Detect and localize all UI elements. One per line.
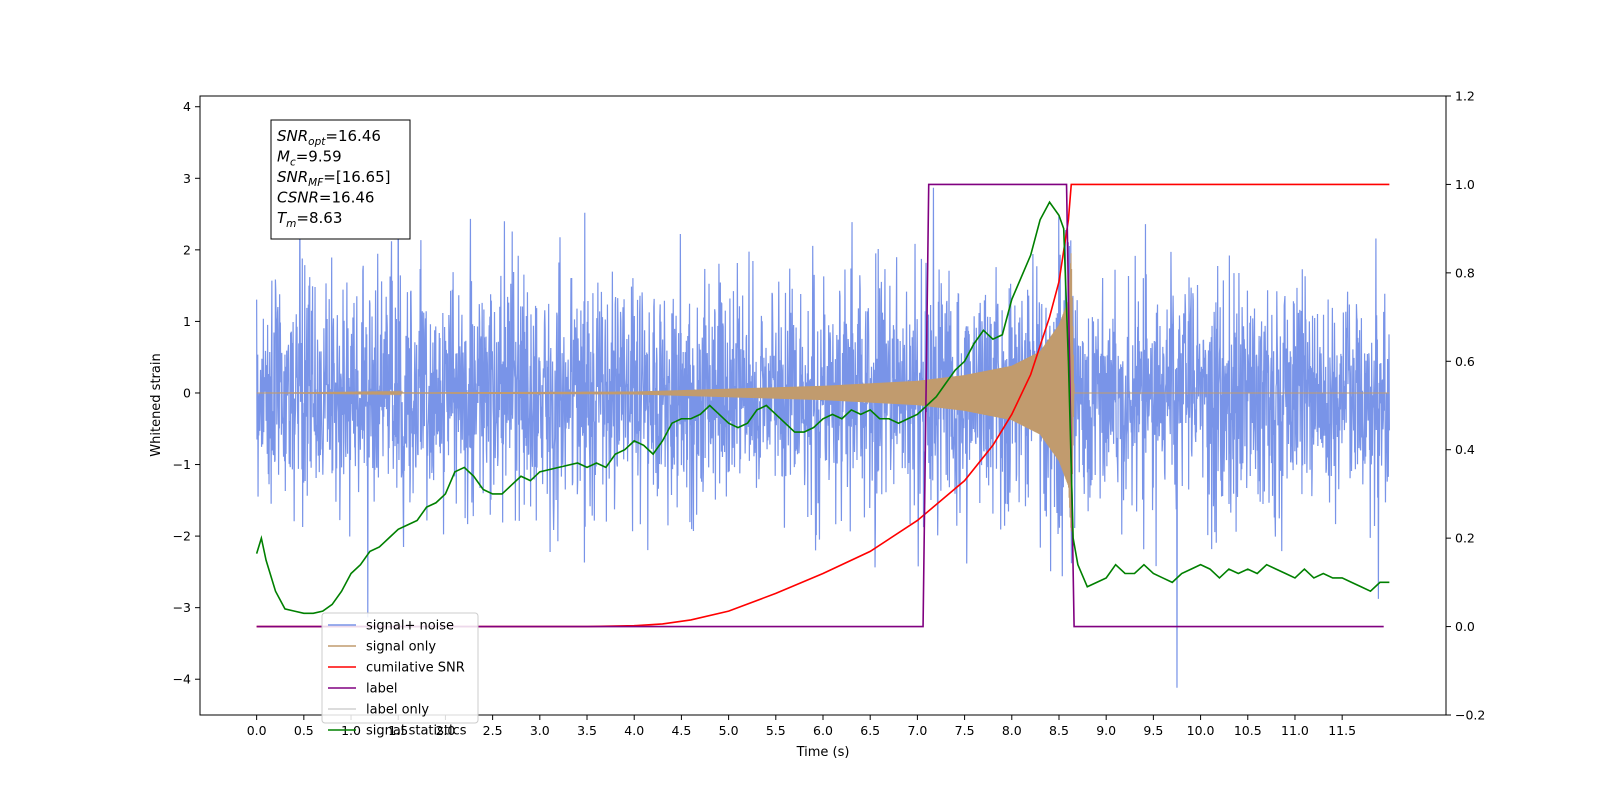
legend-label: signal only: [366, 640, 436, 655]
series-signal-statistics-line: [255, 200, 1390, 615]
y-tick-label: −4: [173, 672, 191, 687]
annotation-frame: [270, 119, 411, 240]
series-label-line: [256, 183, 1384, 628]
x-tick-label: 9.0: [1096, 723, 1116, 738]
x-tick-label: 4.0: [624, 723, 644, 738]
x-tick-label: 11.0: [1281, 723, 1309, 738]
y-tick-label: 4: [183, 99, 191, 114]
y-tick-label: 0: [183, 385, 191, 400]
x-tick-label: 1.5: [388, 723, 408, 738]
x-tick-label: 5.5: [766, 723, 786, 738]
y-tick-label: 1: [183, 314, 191, 329]
x-tick-label: 7.5: [955, 723, 975, 738]
y2-tick-label: 0.0: [1455, 619, 1475, 634]
y2-tick-label: −0.2: [1455, 708, 1485, 723]
y-axis-label: Whitened strain: [149, 353, 164, 456]
y2-tick-label: 0.4: [1455, 442, 1475, 457]
x-tick-label: 6.0: [813, 723, 833, 738]
y2-tick-label: 0.2: [1455, 531, 1475, 546]
y-tick-label: −3: [173, 600, 191, 615]
y2-tick-label: 0.8: [1455, 265, 1475, 280]
legend-label: signal statistics: [366, 724, 467, 739]
x-tick-label: 10.0: [1187, 723, 1215, 738]
y2-tick-label: 1.2: [1455, 89, 1475, 104]
x-tick-label: 9.5: [1143, 723, 1163, 738]
annotation-line: Tm=8.63: [277, 209, 342, 230]
x-tick-label: 4.5: [671, 723, 691, 738]
legend-label: label only: [366, 703, 429, 718]
y-tick-label: −2: [173, 529, 191, 544]
y2-tick-label: 0.6: [1455, 354, 1475, 369]
stats-annotation: SNRopt=16.46Mc=9.59SNRMF=[16.65]CSNR=16.…: [270, 119, 411, 240]
series-signal-noise-line: [256, 123, 1390, 688]
x-tick-label: 3.5: [577, 723, 597, 738]
y-tick-label: 3: [183, 171, 191, 186]
x-tick-label: 11.5: [1328, 723, 1356, 738]
x-tick-label: 8.5: [1049, 723, 1069, 738]
x-tick-label: 10.5: [1234, 723, 1262, 738]
y2-tick-label: 1.0: [1455, 177, 1475, 192]
x-tick-label: 6.5: [860, 723, 880, 738]
x-axis-label: Time (s): [796, 745, 850, 760]
legend-label: cumilative SNR: [366, 661, 465, 676]
y-tick-label: 2: [183, 242, 191, 257]
x-tick-label: 8.0: [1002, 723, 1022, 738]
legend-label: label: [366, 682, 397, 697]
series-signal-only-line: [256, 253, 1390, 532]
x-tick-label: 2.5: [483, 723, 503, 738]
series-cumulative-snr-line: [256, 183, 1390, 628]
legend: signal+ noise signal only cumilative SNR la…: [321, 612, 479, 739]
y-tick-label: −1: [173, 457, 191, 472]
x-tick-label: 7.0: [907, 723, 927, 738]
annotation-line: CSNR=16.46: [277, 189, 374, 207]
x-tick-label: 3.0: [530, 723, 550, 738]
x-tick-label: 0.5: [294, 723, 314, 738]
x-tick-label: 2.0: [435, 723, 455, 738]
annotation-line: SNRMF=[16.65]: [277, 168, 391, 189]
annotation-line: SNRopt=16.46: [277, 127, 381, 148]
legend-frame: [321, 612, 479, 724]
x-tick-label: 5.0: [719, 723, 739, 738]
legend-label: signal+ noise: [366, 619, 454, 634]
annotation-line: Mc=9.59: [277, 148, 342, 169]
x-tick-label: 0.0: [247, 723, 267, 738]
